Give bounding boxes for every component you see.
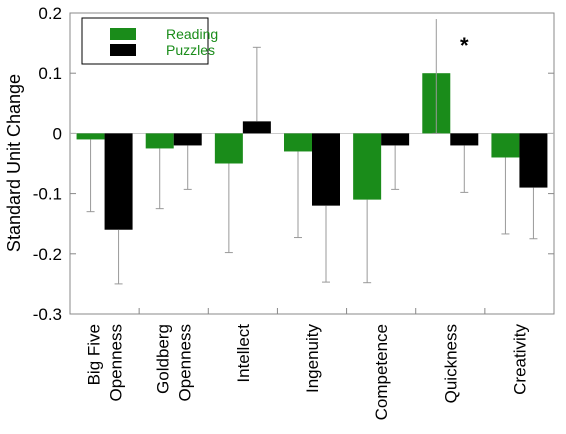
y-tick-label: -0.1 (33, 185, 62, 204)
y-axis-label: Standard Unit Change (4, 74, 24, 252)
bar-puzzles (312, 133, 340, 206)
bar-reading (284, 133, 312, 152)
bar-reading (353, 133, 382, 200)
y-tick-label: 0.2 (38, 4, 62, 23)
bar-puzzles (104, 133, 133, 230)
x-tick-label: Quickness (441, 324, 460, 403)
bar-reading (76, 133, 105, 140)
x-tick-label: Ingenuity (303, 324, 322, 393)
legend-box (81, 17, 209, 65)
annotations-group: * (460, 33, 469, 58)
x-tick-label: Openness (176, 324, 195, 402)
x-axis-ticks (69, 308, 555, 314)
y-tick-label: -0.3 (33, 305, 62, 324)
plot-frame (69, 12, 555, 315)
bar-reading (214, 133, 243, 164)
y-tick-label: 0.1 (38, 64, 62, 83)
bar-puzzles (242, 121, 271, 134)
bar-puzzles (173, 133, 202, 146)
bar-puzzles (519, 133, 548, 188)
x-tick-label: Goldberg (154, 324, 173, 394)
y-tick-label: -0.2 (33, 245, 62, 264)
legend: Reading Puzzles (81, 17, 218, 65)
x-axis-labels: Big Five Openness Goldberg Openness Intellec… (85, 324, 530, 421)
bar-puzzles (381, 133, 410, 146)
bar-reading (491, 133, 520, 158)
legend-label-reading: Reading (166, 26, 218, 42)
y-tick-label: 0 (53, 124, 62, 143)
error-bars-group (86, 19, 538, 285)
x-tick-label: Competence (372, 324, 391, 420)
significance-marker: * (460, 33, 469, 58)
legend-swatch-puzzles (110, 44, 136, 56)
x-tick-label: Openness (107, 324, 126, 402)
bar-reading (145, 133, 174, 149)
x-tick-label: Big Five (85, 324, 104, 385)
legend-label-puzzles: Puzzles (166, 42, 215, 58)
legend-swatch-reading (110, 28, 136, 40)
x-tick-label: Creativity (510, 324, 529, 395)
x-tick-label: Intellect (234, 324, 253, 383)
y-axis-ticks: 0.2 0.1 0 -0.1 -0.2 -0.3 (33, 4, 554, 324)
bars-group (76, 73, 548, 230)
bar-puzzles (450, 133, 479, 146)
